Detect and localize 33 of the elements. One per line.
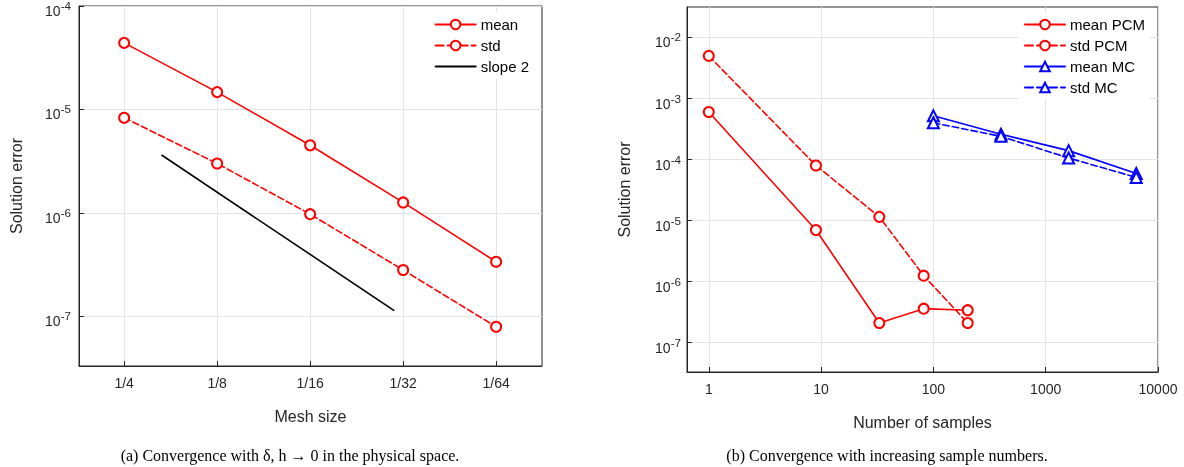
x-axis-title: Number of samples [853,413,992,431]
text: (a) Convergence with δ, h → 0 in the physical space. [120,446,460,465]
y-tick-label: 10$^{-6}$ [655,273,681,297]
legend-label: mean PCM [1069,16,1146,33]
legend-label: std PCM [1069,37,1128,54]
legend-label: std [480,37,501,54]
x-tick-label: 10 [813,381,830,397]
x-tick-label: 1/64 [482,375,510,391]
y-tick-label: 10$^{-4}$ [45,0,71,21]
y-tick-label: 10$^{-7}$ [45,308,71,331]
x-tick-label: 10000 [1138,381,1178,397]
x-tick-label: 1/8 [207,375,228,391]
y-tick-label: 10$^{-5}$ [45,101,71,125]
x-tick-label: 1/16 [296,375,324,391]
x-axis-title: Mesh size [274,407,347,425]
x-tick-label: 1/4 [114,375,135,391]
legend-label: mean [480,16,519,33]
y-tick-label: 10$^{-6}$ [45,204,71,228]
legend-label: slope 2 [480,58,530,75]
x-tick-label: 1 [704,381,713,397]
y-axis-title: Solution error [7,137,25,235]
y-tick-label: 10$^{-7}$ [655,334,681,358]
y-tick-label: 10$^{-2}$ [655,29,681,53]
y-axis-title: Solution error [615,140,633,238]
y-tick-label: 10$^{-4}$ [655,151,681,175]
x-tick-label: 1000 [1030,381,1062,397]
x-tick-label: 1/32 [389,375,417,391]
legend-label: std MC [1069,79,1118,96]
legend-label: mean MC [1069,58,1136,75]
y-tick-label: 10$^{-3}$ [655,90,681,114]
y-tick-label: 10$^{-5}$ [655,212,681,236]
text: (b) Convergence with increasing sample numbers. [726,446,1048,465]
x-tick-label: 100 [921,381,946,397]
